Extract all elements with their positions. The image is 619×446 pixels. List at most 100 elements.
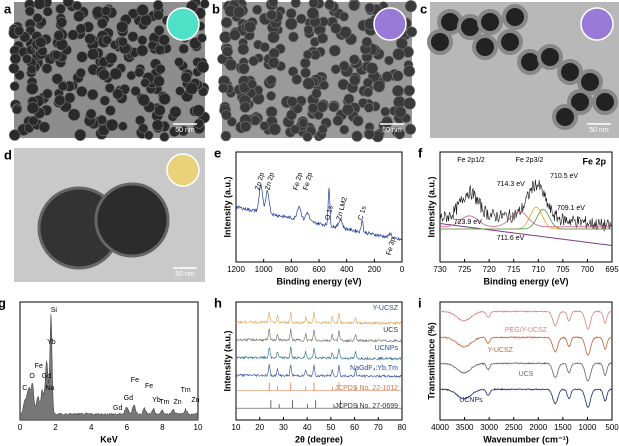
x-tick-label: 400 [340, 265, 354, 274]
particle [404, 0, 417, 13]
particle [248, 55, 259, 67]
panel-label: i [418, 295, 422, 310]
x-tick-label: 2 [53, 423, 58, 432]
particle [75, 67, 86, 79]
spectrum-line [439, 310, 613, 330]
particle [112, 88, 124, 100]
particle [199, 0, 210, 9]
eds-spectrum [19, 314, 199, 421]
particle [53, 30, 65, 41]
particle [86, 88, 99, 101]
annotation: C [22, 385, 27, 392]
annotation: JCPDS No. 22-1012 [335, 385, 399, 392]
particle [392, 70, 404, 82]
x-axis-label: Binding energy (eV) [483, 276, 568, 286]
annotation: Fe [145, 383, 153, 390]
annotation: UCNPs [459, 397, 483, 404]
particle [24, 6, 35, 17]
annotation: Tm [159, 399, 169, 406]
particle [497, 29, 523, 55]
spectrum-line [235, 328, 403, 344]
particle [365, 62, 379, 75]
particle [427, 29, 453, 55]
particle [577, 69, 603, 95]
sphere-icon [166, 7, 200, 41]
particle [259, 42, 270, 53]
particle [175, 86, 185, 96]
particle [96, 17, 108, 29]
annotation: Yb [47, 339, 56, 346]
sphere-icon [373, 7, 407, 41]
x-tick-label: 0 [18, 423, 23, 432]
spectrum-line [439, 387, 613, 409]
particle [72, 0, 83, 11]
annotation: Y-UCSZ [487, 347, 513, 354]
x-tick-label: 3500 [456, 423, 474, 432]
spectrum-line [439, 179, 613, 232]
annotation: Fe [35, 363, 43, 370]
particle [220, 16, 233, 29]
x-tick-label: 4 [89, 423, 94, 432]
particle [26, 101, 40, 115]
particle [94, 182, 170, 258]
particle [98, 69, 110, 81]
particle [268, 123, 282, 136]
particle [266, 90, 277, 101]
y-axis-label: Intensity (a.u.) [426, 176, 436, 237]
particle [28, 115, 39, 126]
particle [348, 54, 360, 65]
annotation: Zn LM2 [336, 196, 349, 221]
particle [151, 119, 164, 132]
annotation: Fe 2p3/2 [516, 157, 544, 164]
particle [51, 73, 64, 85]
particle [285, 8, 297, 19]
particle [64, 92, 76, 104]
particle [8, 62, 20, 74]
particle [198, 86, 209, 97]
particle [328, 101, 339, 113]
particle [393, 95, 406, 109]
annotation: 723.9 eV [454, 219, 482, 226]
x-tick-label: 705 [556, 265, 570, 274]
particle [137, 94, 151, 107]
particle [341, 103, 354, 116]
x-axis-label: 2θ (degree) [295, 434, 343, 444]
particle [221, 109, 232, 121]
scale-label: 50 nm [175, 271, 195, 278]
particle [307, 102, 319, 114]
spectrum-line [439, 210, 612, 228]
annotation: Si [51, 307, 58, 314]
x-tick-label: 2500 [505, 423, 523, 432]
particle [217, 53, 228, 65]
annotation: Gd [124, 395, 133, 402]
particle [303, 24, 314, 35]
particle [224, 58, 238, 71]
particle [105, 118, 119, 132]
annotation: Y-UCSZ [373, 305, 399, 312]
annotation: Fe 2p [293, 172, 304, 191]
particle [328, 44, 341, 57]
particle [233, 6, 246, 19]
spectrum-line [235, 183, 403, 242]
particle [35, 36, 47, 49]
particle [137, 35, 148, 46]
x-tick-label: 2000 [529, 423, 547, 432]
particle [384, 55, 394, 66]
annotation: Zn 2p [264, 172, 275, 191]
particle [381, 116, 394, 129]
sphere-icon [166, 153, 200, 187]
particle [252, 4, 263, 15]
x-tick-label: 10 [194, 423, 203, 432]
annotation: Tm [181, 387, 191, 394]
x-tick-label: 6 [125, 423, 130, 432]
x-tick-label: 30 [279, 423, 288, 432]
x-tick-label: 10 [232, 423, 241, 432]
panel-label: d [4, 147, 12, 162]
scale-label: 50 nm [175, 127, 195, 134]
particle [316, 100, 329, 113]
x-tick-label: 70 [374, 423, 383, 432]
particle [318, 124, 328, 135]
particle [117, 36, 128, 47]
particle [158, 34, 170, 46]
